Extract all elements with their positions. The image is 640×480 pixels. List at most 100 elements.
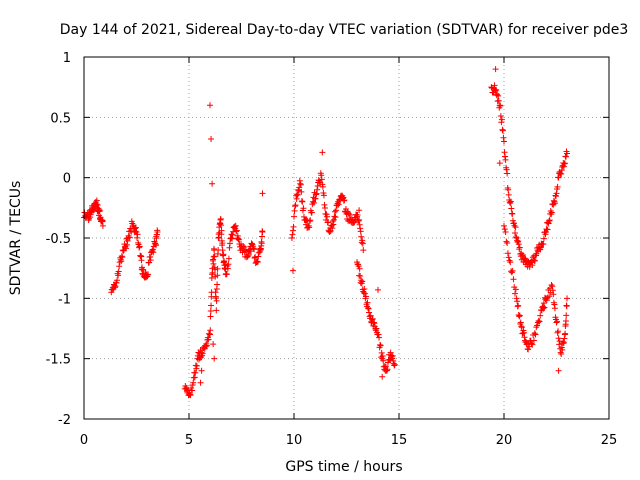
- chart-title: Day 144 of 2021, Sidereal Day-to-day VTE…: [60, 22, 629, 38]
- y-tick-label: 1: [63, 51, 71, 66]
- data-point: [492, 87, 499, 94]
- data-point: [118, 253, 125, 260]
- data-point: [251, 255, 258, 262]
- data-point: [521, 334, 528, 341]
- data-point: [149, 246, 156, 253]
- data-point: [495, 97, 502, 104]
- data-point: [501, 149, 508, 156]
- data-point: [347, 212, 354, 219]
- data-point: [497, 102, 504, 109]
- data-point: [551, 198, 558, 205]
- data-point: [306, 218, 313, 225]
- data-point: [507, 198, 514, 205]
- data-point: [324, 213, 331, 220]
- data-point: [115, 268, 122, 275]
- data-point: [391, 361, 398, 368]
- data-point: [125, 232, 132, 239]
- data-point: [516, 313, 523, 320]
- data-point: [314, 186, 321, 193]
- data-point: [536, 245, 543, 252]
- data-point: [244, 253, 251, 260]
- y-tick-label: -1.5: [46, 353, 71, 368]
- data-point: [510, 220, 517, 227]
- data-point: [291, 213, 297, 220]
- data-point: [558, 167, 565, 174]
- data-point: [197, 379, 204, 386]
- data-point: [326, 228, 333, 235]
- data-point: [516, 312, 523, 319]
- data-point: [515, 238, 522, 245]
- data-point: [359, 237, 366, 244]
- data-point: [295, 186, 302, 193]
- data-point: [235, 236, 242, 243]
- data-point: [229, 231, 236, 238]
- data-point: [508, 205, 515, 212]
- data-point: [365, 305, 372, 312]
- data-point: [340, 194, 347, 201]
- data-point: [355, 217, 362, 224]
- data-point: [229, 235, 236, 242]
- data-point: [147, 253, 154, 260]
- data-point: [190, 379, 197, 386]
- plot-frame: [83, 56, 610, 420]
- data-point: [364, 299, 371, 306]
- data-point: [330, 216, 337, 223]
- data-point: [519, 251, 526, 258]
- data-point: [555, 174, 562, 181]
- data-points: [81, 66, 570, 399]
- data-point: [390, 357, 397, 364]
- data-point: [383, 367, 390, 374]
- data-point: [359, 240, 366, 247]
- data-point: [325, 219, 332, 226]
- data-point: [210, 253, 217, 260]
- data-point: [210, 260, 217, 267]
- data-point: [362, 293, 369, 300]
- data-point: [189, 387, 196, 394]
- data-point: [554, 329, 561, 336]
- data-point: [549, 283, 556, 290]
- data-point: [199, 350, 206, 357]
- data-point: [354, 211, 361, 218]
- data-point: [559, 346, 566, 353]
- data-point: [108, 289, 115, 296]
- data-point: [249, 241, 255, 248]
- y-tick-label: -0.5: [46, 232, 71, 247]
- data-point: [511, 222, 518, 229]
- data-point: [289, 231, 296, 238]
- data-point: [513, 295, 520, 302]
- data-point: [547, 208, 554, 215]
- data-point: [548, 282, 555, 289]
- data-point: [358, 277, 365, 284]
- data-point: [307, 217, 314, 224]
- data-point: [557, 349, 564, 356]
- data-point: [332, 214, 339, 221]
- x-tick-label: 15: [391, 433, 408, 448]
- data-point: [224, 265, 231, 272]
- data-point: [356, 221, 363, 228]
- data-point: [358, 233, 365, 240]
- data-point: [208, 302, 215, 309]
- data-point: [329, 218, 336, 225]
- data-point: [528, 340, 535, 347]
- data-point: [377, 342, 384, 349]
- data-point: [561, 160, 568, 167]
- data-point: [258, 233, 265, 240]
- data-point: [293, 195, 300, 202]
- data-point: [132, 224, 139, 231]
- data-point: [501, 226, 508, 233]
- data-point: [555, 335, 562, 342]
- data-point: [553, 319, 560, 326]
- data-point: [498, 116, 505, 123]
- data-point: [375, 286, 381, 293]
- data-point: [134, 231, 141, 238]
- data-point: [375, 331, 382, 338]
- data-point: [220, 251, 227, 258]
- data-point: [113, 279, 120, 286]
- x-tick-label: 25: [601, 433, 618, 448]
- data-point: [289, 267, 296, 274]
- data-point: [370, 319, 377, 326]
- data-point: [211, 253, 218, 260]
- data-point: [223, 271, 230, 278]
- data-point: [532, 331, 539, 338]
- data-point: [136, 244, 143, 251]
